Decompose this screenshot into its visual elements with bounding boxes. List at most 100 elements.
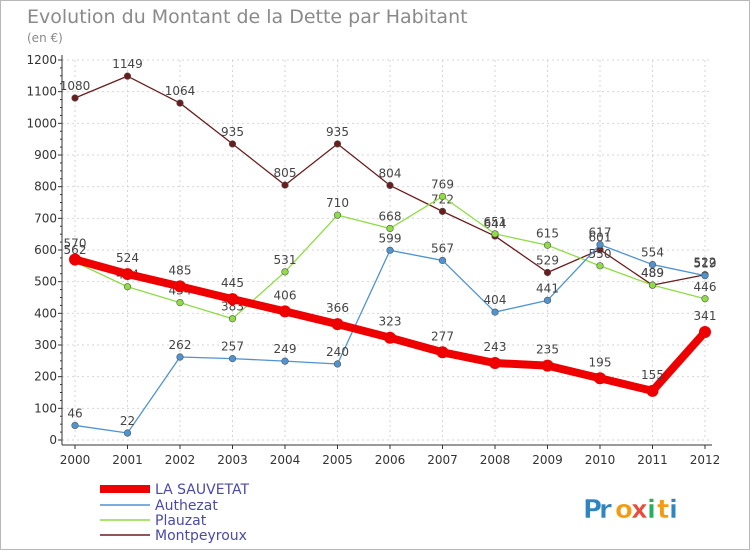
data-label: 769 [431,177,454,191]
data-point [489,357,501,370]
legend-item: LA SAUVETAT [100,482,249,498]
logo-letter: i [669,495,679,525]
data-point [491,308,499,316]
data-point [71,94,79,102]
data-label: 22 [120,414,135,428]
y-tick-label: 200 [34,370,57,384]
data-label: 651 [484,215,507,229]
data-label: 406 [274,288,297,302]
data-point [438,207,447,215]
logo-letter: P [583,495,603,525]
data-label: 935 [221,125,244,139]
logo-letter: t [657,495,670,525]
data-point [596,241,604,249]
legend-item: Authezat [100,498,218,514]
x-tick-label: 2008 [480,453,511,467]
x-tick-label: 2005 [322,453,353,467]
series-la-sauvetat: 570 524 485 445 406 366 323 277 243 235 195 155 341 [64,237,717,397]
data-label: 710 [326,196,349,210]
data-label: 404 [484,293,507,307]
data-label: 341 [694,309,717,323]
data-point [333,140,342,148]
data-point [123,429,132,437]
data-point [699,326,711,339]
x-tick-labels: 2000 2001 2002 2003 2004 2005 2006 2007 2008 2009… [60,453,721,467]
y-tick-label: 1000 [26,116,57,130]
data-point [176,298,184,307]
data-label: 277 [431,329,454,343]
data-point [228,140,237,148]
data-point [71,421,79,430]
data-label: 524 [116,251,139,265]
data-point [543,296,552,304]
data-label: 489 [641,266,664,280]
x-tick-label: 2007 [427,453,458,467]
data-point [596,262,604,270]
x-tick-label: 2004 [270,453,301,467]
data-point [228,355,237,363]
y-tick-label: 500 [34,275,57,289]
data-label: 262 [169,338,192,352]
x-tick-label: 2003 [217,453,248,467]
data-point [646,384,659,397]
data-point [228,315,237,323]
data-point [176,99,184,107]
logo-letter: o [615,495,634,525]
data-point [541,359,554,372]
data-point [281,268,289,276]
data-point [386,246,394,254]
y-tick-label: 1200 [26,53,57,67]
legend-label: Plauzat [155,513,207,529]
data-label: 249 [274,342,297,356]
legend-item: Plauzat [100,513,207,529]
data-label: 366 [326,301,349,315]
x-tick-label: 2006 [375,453,406,467]
data-label: 441 [536,281,559,295]
data-label: 446 [694,280,717,294]
data-label: 1064 [165,84,196,98]
series-group: 1080114910649358059358047226445296014895… [60,57,717,437]
logo-letter: i [647,495,657,525]
data-label: 617 [589,226,612,240]
data-label: 445 [221,276,244,290]
data-point [281,357,289,365]
data-label: 485 [169,263,192,277]
data-point [438,192,447,201]
logo-letter: x [631,495,649,525]
data-label: 1080 [60,79,91,93]
data-label: 567 [431,241,454,255]
data-point [333,211,342,219]
data-label: 668 [379,209,402,223]
data-label: 531 [274,253,297,267]
data-point [543,268,552,277]
data-label: 554 [641,246,664,260]
data-point [69,253,81,266]
data-point [543,241,552,249]
legend-label: Montpeyroux [155,528,247,544]
y-tick-label: 600 [34,243,57,257]
data-label: 1149 [112,57,143,71]
data-point [123,72,132,80]
data-point [279,305,291,318]
data-point [333,360,342,368]
x-tick-label: 2009 [532,453,563,467]
chart-title: Evolution du Montant de la Dette par Hab… [27,6,468,28]
data-point [701,272,709,280]
data-label: 599 [379,231,402,245]
x-tick-label: 2011 [637,453,668,467]
data-point [648,260,657,269]
y-tick-label: 700 [34,211,57,225]
data-point [594,372,606,385]
x-tick-label: 2001 [112,453,143,467]
data-label: 644 [484,217,507,231]
data-label: 195 [589,355,612,369]
y-tick-label: 0 [49,433,57,447]
data-point [386,181,394,189]
data-point [386,224,394,233]
data-point [123,283,132,291]
chart-subtitle: (en €) [27,31,63,45]
data-point [226,293,239,306]
data-label: 46 [67,406,82,420]
